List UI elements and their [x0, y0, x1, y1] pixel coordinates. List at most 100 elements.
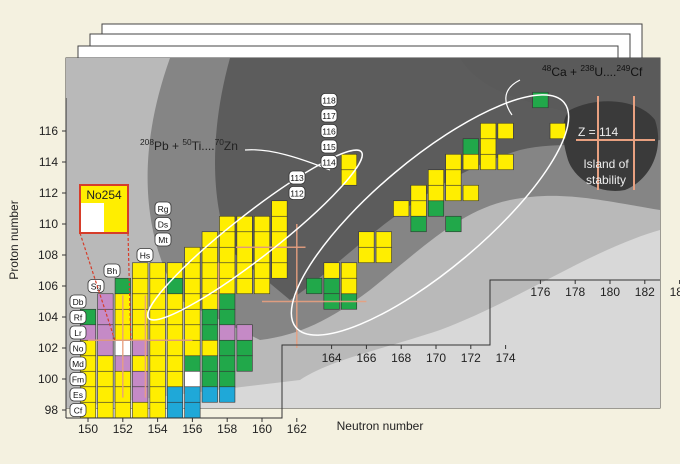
tick-label: 180: [600, 285, 620, 299]
tick-label: 174: [496, 351, 516, 365]
nuclide-cell: [236, 324, 253, 341]
nuclide-cell: [184, 308, 201, 326]
nuclide-cell: [340, 277, 358, 295]
nuclide-cell: [410, 200, 427, 217]
element-label-text: Es: [73, 390, 83, 400]
nuclide-cell: [184, 246, 201, 264]
island-label-line2: stability: [586, 173, 626, 187]
element-label: Rf: [69, 310, 87, 324]
element-label-box: [136, 248, 154, 262]
nuclide-cell: [166, 339, 184, 357]
nuclide-cell: [445, 153, 462, 171]
nuclide-cell: [201, 293, 218, 310]
nuclide-cell: [149, 370, 166, 388]
cold-fusion-ellipse: [147, 149, 363, 321]
nuclide-cell: [166, 277, 184, 295]
nuclide-cell: [462, 138, 479, 155]
element-label-box: [69, 403, 87, 417]
x-axis-title: Neutron number: [337, 419, 424, 433]
nuclide-cell: [253, 246, 271, 264]
nuclide-cell: [166, 370, 184, 388]
inset-header: [81, 186, 127, 203]
element-label: 113: [288, 170, 306, 185]
nuclide-cell: [219, 293, 236, 310]
element-label-box: [69, 356, 87, 371]
nuclide-cell: [166, 293, 184, 310]
element-label-text: Md: [72, 359, 84, 369]
nuclide-cell: [166, 401, 184, 419]
nuclide-cell: [219, 386, 236, 403]
nuclide-cell: [132, 262, 149, 279]
tick-label: 112: [39, 186, 58, 200]
nuclide-cell: [549, 122, 566, 140]
nuclide-cell: [253, 277, 271, 295]
nuclide-cell: [219, 370, 236, 388]
nuclide-cell: [323, 262, 340, 279]
element-label: Sg: [87, 279, 105, 293]
nuclide-cell: [149, 324, 166, 341]
element-label: 114: [320, 155, 338, 169]
hot-fusion-label: 48Ca + 238U....249Cf: [542, 63, 643, 79]
element-label: Cf: [69, 403, 87, 417]
nuclide-cell: [271, 200, 288, 217]
element-label-box: [288, 186, 306, 200]
nuclide-cell: [236, 339, 253, 357]
tick-label: 172: [461, 351, 481, 365]
tick-label: 110: [39, 217, 58, 231]
nuclide-cell: [201, 262, 218, 279]
nuclide-cell: [236, 355, 253, 372]
nuclide-cell: [253, 262, 271, 279]
nuclide-cell: [340, 153, 358, 171]
tick-label: 150: [78, 422, 98, 436]
element-label-box: [154, 232, 172, 247]
nuclide-cell: [219, 324, 236, 341]
element-label-text: 112: [290, 189, 304, 199]
nuclide-cell: [236, 246, 253, 264]
nuclide-cell: [97, 324, 114, 341]
element-label-text: Bh: [107, 266, 118, 276]
element-label: Es: [69, 387, 87, 402]
element-label-text: 116: [322, 127, 336, 137]
nuclide-cell: [219, 355, 236, 372]
element-label: Hs: [136, 248, 154, 262]
nuclide-cell: [184, 370, 201, 388]
hot-fusion-ellipse: [290, 94, 570, 336]
magic-z-label: Z = 114: [578, 125, 618, 139]
nuclide-cell: [201, 386, 218, 403]
element-label-box: [69, 325, 87, 340]
nuclide-cell: [497, 122, 514, 140]
tick-label: 116: [39, 124, 58, 138]
element-label-text: Mt: [158, 235, 168, 245]
nuclide-cell: [97, 355, 114, 372]
nuclide-cell: [149, 401, 166, 419]
nuclide-cell: [114, 401, 131, 419]
nuclide-cell: [323, 277, 340, 295]
element-label-text: 118: [322, 96, 336, 106]
reaction-ellipses: [147, 79, 570, 336]
tick-label: 164: [322, 351, 342, 365]
nuclide-cell: [410, 184, 427, 202]
cold-fusion-leader: [244, 149, 331, 171]
element-label-text: Rg: [158, 204, 169, 214]
element-label-text: 113: [290, 173, 304, 183]
tick-label: 168: [391, 351, 411, 365]
element-label-box: [69, 387, 87, 402]
element-labels: Cf Es Fm Md No Lr Rf Db Sg Bh Hs Mt Ds Rg 112 113 114 115…: [69, 93, 338, 417]
magic-number-lines: [88, 96, 655, 398]
element-label-box: [69, 372, 87, 386]
nuclide-cell: [236, 277, 253, 295]
element-label-box: [320, 124, 338, 138]
nuclide-cell: [340, 262, 358, 279]
element-label: 116: [320, 124, 338, 138]
tick-label: 156: [182, 422, 202, 436]
nuclide-cell: [201, 355, 218, 372]
nuclide-cell: [445, 184, 462, 202]
nuclide-cell: [410, 215, 427, 233]
element-label-box: [320, 108, 338, 123]
nuclide-cell: [201, 308, 218, 326]
nuclide-cell: [184, 277, 201, 295]
element-label-box: [87, 279, 105, 293]
nuclide-cell: [445, 215, 462, 233]
element-label: No: [69, 341, 87, 355]
